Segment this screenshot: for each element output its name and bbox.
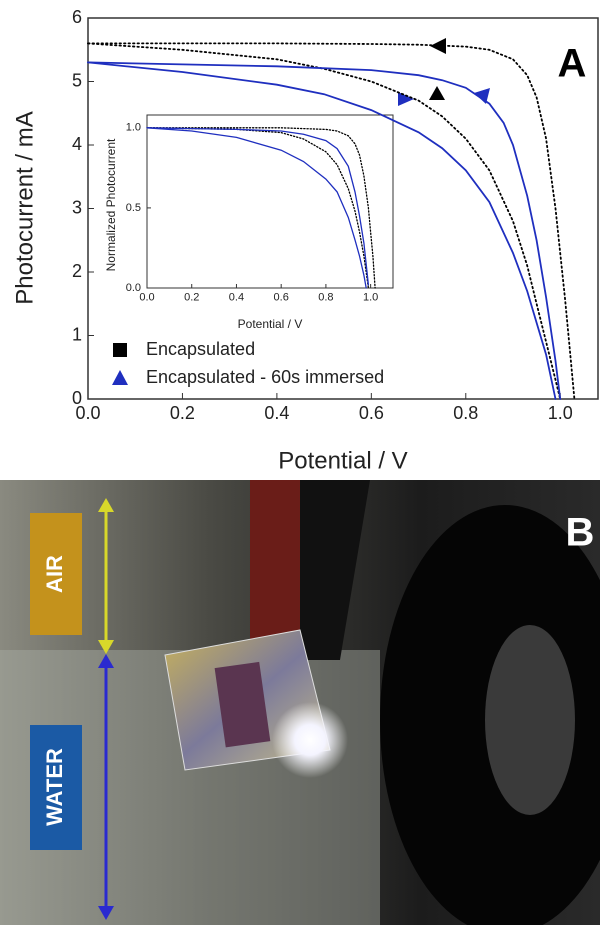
y-tick-label: 4 — [72, 134, 82, 154]
inset-x-axis-title: Potential / V — [238, 317, 303, 331]
x-tick-label: 0.8 — [318, 291, 333, 303]
sweep-arrow — [398, 92, 414, 106]
x-tick-label: 0.2 — [170, 403, 195, 423]
panel-label: A — [558, 42, 587, 86]
y-tick-label: 0.0 — [126, 282, 141, 294]
chart: A Potential / V Photocurrent / mA Potent… — [0, 0, 600, 480]
x-tick-label: 0.2 — [184, 291, 199, 303]
x-axis-title: Potential / V — [278, 447, 407, 474]
y-tick-label: 0.5 — [126, 202, 141, 214]
x-tick-label: 0.6 — [274, 291, 289, 303]
y-tick-label: 1 — [72, 324, 82, 344]
y-tick-label: 0 — [72, 388, 82, 408]
x-tick-label: 0.4 — [264, 403, 289, 423]
legend-label: Encapsulated — [146, 339, 255, 359]
lamp-opening — [485, 625, 575, 815]
inset-frame — [147, 115, 393, 288]
light-spot — [272, 702, 348, 778]
panel-label: B — [566, 511, 595, 555]
y-tick-label: 3 — [72, 197, 82, 217]
legend-marker — [113, 343, 127, 357]
x-tick-label: 0.4 — [229, 291, 244, 303]
x-tick-label: 1.0 — [363, 291, 378, 303]
inset-y-axis-title: Normalized Photocurrent — [104, 138, 118, 271]
sweep-arrow — [429, 86, 445, 100]
y-axis-title: Photocurrent / mA — [11, 111, 38, 304]
x-tick-label: 0.0 — [139, 291, 154, 303]
legend-label: Encapsulated - 60s immersed — [146, 367, 384, 387]
air-label: AIR — [42, 555, 67, 593]
x-tick-label: 0.6 — [359, 403, 384, 423]
y-tick-label: 5 — [72, 70, 82, 90]
water-label: WATER — [42, 748, 67, 826]
x-tick-label: 1.0 — [548, 403, 573, 423]
y-tick-label: 6 — [72, 7, 82, 27]
y-tick-label: 2 — [72, 261, 82, 281]
legend-marker — [112, 370, 128, 385]
y-tick-label: 1.0 — [126, 122, 141, 134]
x-tick-label: 0.8 — [453, 403, 478, 423]
figure: A Potential / V Photocurrent / mA Potent… — [0, 0, 600, 925]
photo: AIR WATER B — [0, 480, 600, 925]
